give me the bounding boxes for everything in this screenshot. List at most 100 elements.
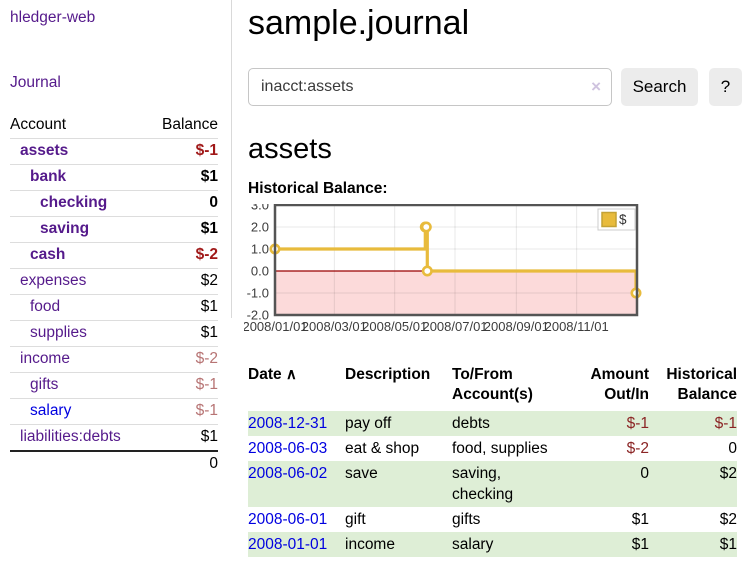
transaction-accounts: saving, checking bbox=[452, 465, 514, 503]
svg-text:2008/03/01: 2008/03/01 bbox=[302, 319, 367, 334]
app-title-link[interactable]: hledger-web bbox=[10, 9, 96, 26]
main-content: sample.journal × Search ? assets Histori… bbox=[232, 0, 742, 557]
account-row: food $1 bbox=[10, 294, 218, 321]
legend-swatch bbox=[601, 211, 617, 228]
search-form: × Search ? bbox=[248, 68, 742, 106]
account-link-gifts[interactable]: gifts bbox=[30, 376, 59, 393]
account-row: bank $1 bbox=[10, 164, 218, 191]
balance-col-header: Balance bbox=[148, 113, 218, 139]
transaction-date-link[interactable]: 2008-12-31 bbox=[248, 415, 328, 432]
search-button[interactable]: Search bbox=[621, 68, 698, 106]
svg-text:1.0: 1.0 bbox=[251, 242, 269, 257]
transaction-description: eat & shop bbox=[345, 440, 420, 457]
account-balance: $-1 bbox=[148, 138, 218, 165]
transaction-accounts: gifts bbox=[452, 511, 481, 528]
svg-text:2008/07/01: 2008/07/01 bbox=[422, 319, 487, 334]
plot-border bbox=[273, 203, 639, 317]
account-row: supplies $1 bbox=[10, 320, 218, 347]
balance-column-header: Historical Balance bbox=[666, 366, 737, 403]
accounts-total-row: 0 bbox=[10, 450, 218, 477]
account-row: liabilities:debts $1 bbox=[10, 424, 218, 452]
transaction-date-link[interactable]: 2008-06-01 bbox=[248, 511, 328, 528]
transaction-date-link[interactable]: 2008-06-03 bbox=[248, 440, 328, 457]
transaction-accounts: food, supplies bbox=[452, 440, 548, 457]
account-balance: $1 bbox=[148, 164, 218, 191]
svg-text:2008/09/01: 2008/09/01 bbox=[484, 319, 549, 334]
transaction-accounts: debts bbox=[452, 415, 490, 432]
account-balance: $1 bbox=[148, 216, 218, 243]
transaction-amount: $1 bbox=[631, 536, 649, 553]
transaction-date-link[interactable]: 2008-06-02 bbox=[248, 465, 328, 482]
nav-journal: Journal bbox=[10, 74, 232, 92]
register-table: Date ∧ Description To/From Account(s) Am… bbox=[248, 365, 737, 557]
page-title: sample.journal bbox=[248, 4, 470, 42]
account-balance: $1 bbox=[148, 294, 218, 321]
negative-region bbox=[275, 271, 637, 315]
page: hledger-web Journal Account Balance asse… bbox=[10, 0, 742, 557]
account-row: saving $1 bbox=[10, 216, 218, 243]
app-title: hledger-web bbox=[10, 9, 232, 27]
account-row: gifts $-1 bbox=[10, 372, 218, 399]
transaction-amount: $-2 bbox=[626, 440, 649, 457]
accounts-column-header: To/From Account(s) bbox=[452, 366, 533, 403]
account-balance: 0 bbox=[148, 190, 218, 217]
svg-text:2008/11/01: 2008/11/01 bbox=[545, 319, 609, 334]
sidebar-divider bbox=[231, 0, 232, 318]
account-link-cash[interactable]: cash bbox=[30, 246, 66, 263]
chart-title: Historical Balance: bbox=[248, 180, 388, 197]
amount-column-header: Amount Out/In bbox=[590, 366, 649, 403]
transaction-description: pay off bbox=[345, 415, 392, 432]
description-column-header: Description bbox=[345, 366, 431, 383]
date-column-header[interactable]: Date ∧ bbox=[248, 366, 297, 383]
account-row: expenses $2 bbox=[10, 268, 218, 295]
account-link-bank[interactable]: bank bbox=[30, 168, 67, 185]
transaction-amount: 0 bbox=[640, 465, 649, 482]
svg-text:0.0: 0.0 bbox=[251, 264, 269, 279]
account-balance: $1 bbox=[148, 424, 218, 452]
account-balance: $-1 bbox=[148, 398, 218, 425]
transaction-balance: $2 bbox=[719, 511, 737, 528]
legend-label: $ bbox=[619, 212, 627, 227]
svg-text:2.0: 2.0 bbox=[251, 220, 269, 235]
account-heading: assets bbox=[248, 133, 332, 165]
transaction-amount: $-1 bbox=[626, 415, 649, 432]
account-link-saving[interactable]: saving bbox=[40, 220, 90, 237]
transaction-row: 2008-06-02 save saving, checking 0 $2 bbox=[248, 461, 737, 507]
transaction-description: save bbox=[345, 465, 378, 482]
transaction-row: 2008-06-03 eat & shop food, supplies $-2… bbox=[248, 436, 737, 461]
account-balance: $-2 bbox=[148, 242, 218, 269]
transaction-balance: 0 bbox=[728, 440, 737, 457]
account-link-checking[interactable]: checking bbox=[40, 194, 108, 211]
transaction-description: income bbox=[345, 536, 395, 553]
account-link-assets[interactable]: assets bbox=[20, 142, 69, 159]
transaction-row: 2008-12-31 pay off debts $-1 $-1 bbox=[248, 411, 737, 436]
account-balance: $1 bbox=[148, 320, 218, 347]
accounts-total-value: 0 bbox=[148, 450, 218, 477]
help-button[interactable]: ? bbox=[709, 68, 742, 106]
search-input[interactable] bbox=[248, 68, 612, 106]
account-link-income[interactable]: income bbox=[20, 350, 70, 367]
account-balance: $-2 bbox=[148, 346, 218, 373]
account-balance: $2 bbox=[148, 268, 218, 295]
journal-link[interactable]: Journal bbox=[10, 74, 61, 91]
svg-text:2008/01/01: 2008/01/01 bbox=[244, 319, 308, 334]
clear-search-icon[interactable]: × bbox=[591, 77, 601, 96]
account-row: checking 0 bbox=[10, 190, 218, 217]
data-point bbox=[420, 221, 432, 233]
account-row: income $-2 bbox=[10, 346, 218, 373]
account-link-supplies[interactable]: supplies bbox=[30, 324, 87, 341]
svg-text:3.0: 3.0 bbox=[251, 204, 269, 213]
account-link-expenses[interactable]: expenses bbox=[20, 272, 87, 289]
svg-text:-2.0: -2.0 bbox=[247, 308, 269, 323]
transaction-row: 2008-06-01 gift gifts $1 $2 bbox=[248, 507, 737, 532]
transaction-amount: $1 bbox=[631, 511, 649, 528]
account-link-salary[interactable]: salary bbox=[30, 402, 72, 419]
account-link-liabilities-debts[interactable]: liabilities:debts bbox=[20, 428, 121, 445]
account-row: salary $-1 bbox=[10, 398, 218, 425]
account-link-food[interactable]: food bbox=[30, 298, 61, 315]
sidebar-accounts-table: Account Balance assets $-1 bank $1 checkin… bbox=[10, 113, 218, 477]
transaction-balance: $1 bbox=[719, 536, 737, 553]
transaction-accounts: salary bbox=[452, 536, 494, 553]
transaction-date-link[interactable]: 2008-01-01 bbox=[248, 536, 328, 553]
sort-asc-icon: ∧ bbox=[285, 366, 297, 383]
